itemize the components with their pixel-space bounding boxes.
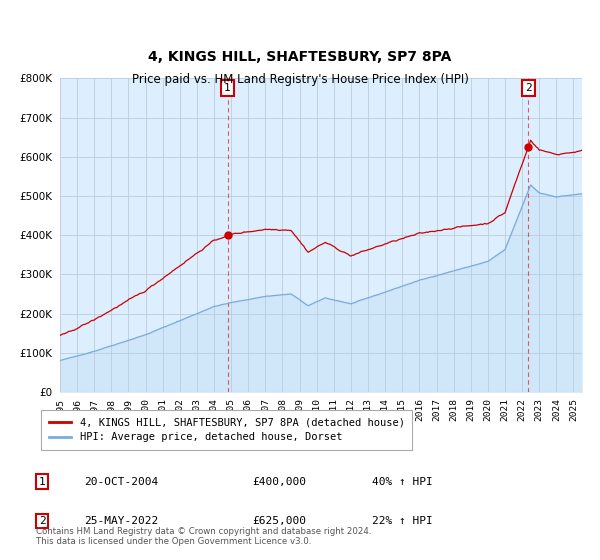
Text: 22% ↑ HPI: 22% ↑ HPI <box>372 516 433 526</box>
Text: £400,000: £400,000 <box>252 477 306 487</box>
Text: Contains HM Land Registry data © Crown copyright and database right 2024.
This d: Contains HM Land Registry data © Crown c… <box>36 526 371 546</box>
Text: 2: 2 <box>38 516 46 526</box>
Text: 40% ↑ HPI: 40% ↑ HPI <box>372 477 433 487</box>
Text: 1: 1 <box>38 477 46 487</box>
Text: Price paid vs. HM Land Registry's House Price Index (HPI): Price paid vs. HM Land Registry's House … <box>131 73 469 86</box>
Text: 1: 1 <box>224 83 231 93</box>
Text: 20-OCT-2004: 20-OCT-2004 <box>84 477 158 487</box>
Text: 4, KINGS HILL, SHAFTESBURY, SP7 8PA: 4, KINGS HILL, SHAFTESBURY, SP7 8PA <box>148 50 452 64</box>
Text: £625,000: £625,000 <box>252 516 306 526</box>
Text: 25-MAY-2022: 25-MAY-2022 <box>84 516 158 526</box>
Legend: 4, KINGS HILL, SHAFTESBURY, SP7 8PA (detached house), HPI: Average price, detach: 4, KINGS HILL, SHAFTESBURY, SP7 8PA (det… <box>41 410 412 450</box>
Text: 2: 2 <box>525 83 532 93</box>
